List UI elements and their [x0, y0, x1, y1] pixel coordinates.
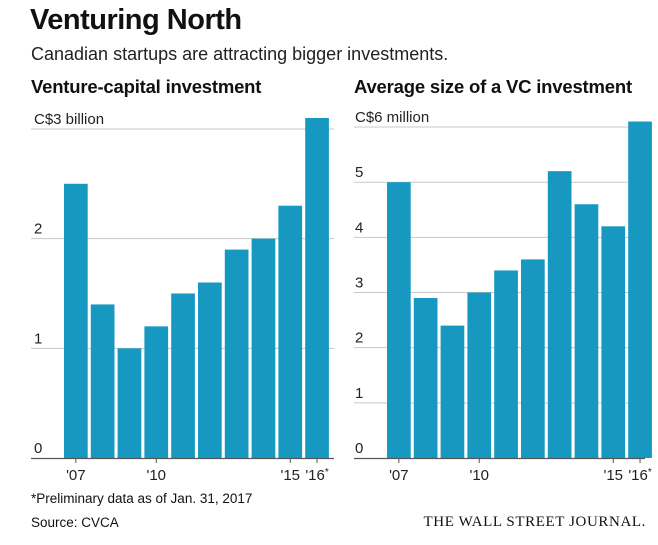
bar-vc-2015: [278, 205, 303, 458]
bar-vc-2014: [251, 238, 276, 458]
bar-avg-2009: [440, 325, 465, 458]
bar-vc-2007: [64, 183, 88, 458]
page-title: Venturing North: [30, 4, 242, 36]
page-subtitle: Canadian startups are attracting bigger …: [31, 44, 449, 64]
bar-avg-2010: [467, 292, 492, 458]
x-tick-label-vc-8: '15: [280, 467, 300, 484]
bar-vc-2008: [90, 304, 115, 458]
y-tick-label-avg-5: 5: [355, 164, 363, 181]
y-tick-label-avg-6: C$6 million: [355, 109, 429, 126]
x-tick-label-avg-3: '10: [469, 467, 489, 484]
bar-vc-2010: [144, 326, 169, 458]
bar-avg-2008: [413, 298, 438, 458]
publisher-logo: THE WALL STREET JOURNAL.: [423, 514, 646, 530]
y-tick-label-avg-2: 2: [355, 330, 363, 347]
y-tick-label-avg-0: 0: [355, 440, 363, 457]
bar-vc-2012: [198, 282, 222, 458]
bar-avg-2012: [521, 259, 545, 458]
bar-vc-2011: [171, 293, 195, 458]
chart-title-vc-investment: Venture-capital investment: [31, 76, 262, 97]
bar-avg-2013: [547, 171, 572, 458]
bar-vc-2009: [117, 348, 142, 458]
bar-vc-2016: [305, 117, 329, 458]
y-tick-label-vc-0: 0: [34, 440, 42, 457]
chart-title-average-size: Average size of a VC investment: [354, 76, 632, 97]
bar-avg-2016: [628, 121, 652, 459]
x-tick-label-vc-0: '07: [66, 467, 86, 484]
y-tick-label-vc-3: C$3 billion: [34, 111, 104, 128]
x-tick-label-vc-3: '10: [146, 467, 166, 484]
y-tick-label-avg-3: 3: [355, 275, 363, 292]
x-tick-label-avg-9: '16*: [628, 467, 652, 484]
y-tick-label-avg-4: 4: [355, 219, 363, 236]
x-tick-label-vc-9: '16*: [305, 467, 329, 484]
footnote: *Preliminary data as of Jan. 31, 2017: [31, 491, 253, 506]
bar-avg-2015: [601, 226, 626, 458]
y-tick-label-vc-2: 2: [34, 221, 42, 238]
x-tick-label-avg-8: '15: [603, 467, 623, 484]
bar-vc-2013: [224, 249, 249, 458]
bar-avg-2011: [494, 270, 518, 458]
bar-avg-2014: [574, 204, 599, 458]
bar-avg-2007: [387, 182, 411, 458]
source-note: Source: CVCA: [31, 515, 119, 530]
y-tick-label-avg-1: 1: [355, 385, 363, 402]
y-tick-label-vc-1: 1: [34, 330, 42, 347]
x-tick-label-avg-0: '07: [389, 467, 409, 484]
